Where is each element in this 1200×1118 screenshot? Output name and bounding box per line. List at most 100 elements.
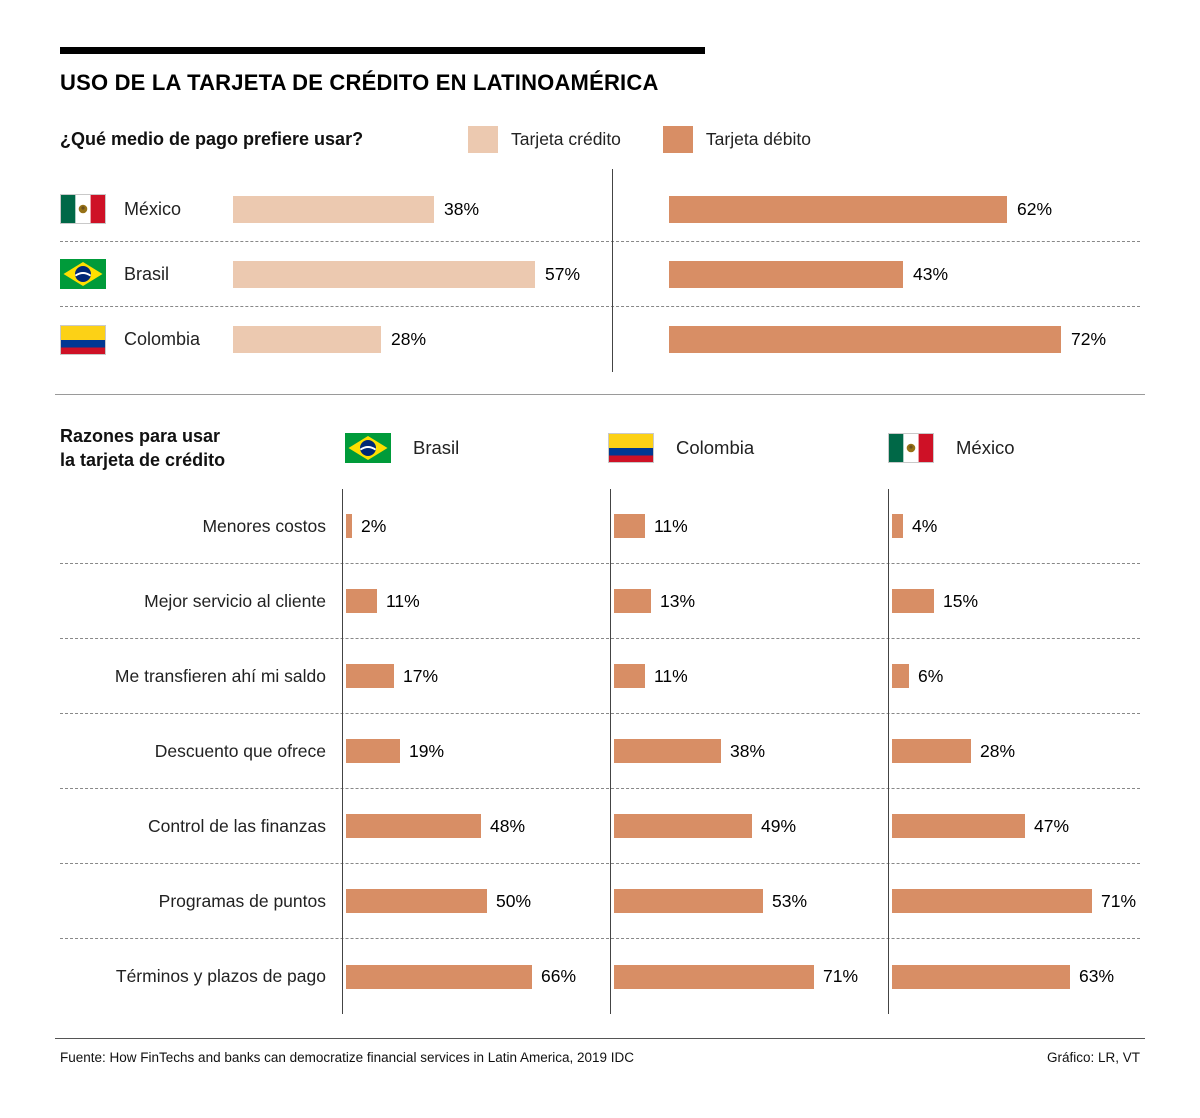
credit-value: 28% bbox=[391, 329, 427, 349]
reason-row: Menores costos 2% 11% 4% bbox=[60, 489, 1140, 564]
reason-row: Mejor servicio al cliente 11% 13% 15% bbox=[60, 564, 1140, 639]
reason-value: 49% bbox=[761, 815, 797, 836]
reason-label: Descuento que ofrece bbox=[154, 740, 326, 761]
reason-cell: 50% bbox=[342, 889, 610, 913]
reason-value: 38% bbox=[730, 740, 766, 761]
payment-preference-header: ¿Qué medio de pago prefiere usar? Tarjet… bbox=[60, 126, 1140, 153]
country-label: Colombia bbox=[124, 329, 201, 349]
column-header-label: México bbox=[956, 437, 1015, 458]
reason-cell: 53% bbox=[610, 889, 888, 913]
reason-bar bbox=[892, 664, 909, 688]
country-flag-icon bbox=[608, 433, 654, 463]
reason-cell: 71% bbox=[888, 889, 1140, 913]
reason-value: 11% bbox=[654, 665, 688, 686]
credit-bar bbox=[233, 326, 381, 353]
reason-cell: 28% bbox=[888, 739, 1140, 763]
reason-label: Menores costos bbox=[202, 515, 326, 536]
reason-cell: 49% bbox=[610, 814, 888, 838]
reason-bar bbox=[892, 814, 1025, 838]
reason-cell: 71% bbox=[610, 964, 888, 989]
country-flag-icon bbox=[345, 433, 391, 463]
reason-bar bbox=[892, 964, 1070, 989]
legend: Tarjeta crédito Tarjeta débito bbox=[468, 126, 811, 153]
reasons-column-headers: Brasil Colombia México bbox=[0, 433, 1200, 465]
reason-value: 6% bbox=[918, 665, 944, 686]
payment-preference-rows: México 38% 62% Brasil 57% 43% Colombia 2… bbox=[60, 169, 1140, 372]
reason-bar bbox=[346, 814, 481, 838]
reason-bar bbox=[614, 589, 651, 613]
footer: Fuente: How FinTechs and banks can democ… bbox=[60, 1050, 1140, 1065]
reason-bar bbox=[614, 514, 645, 538]
reason-cell: 47% bbox=[888, 814, 1140, 838]
reason-cell: 6% bbox=[888, 664, 1140, 688]
section1-divider-line bbox=[612, 169, 613, 372]
debit-bar bbox=[669, 326, 1061, 353]
reason-bar bbox=[892, 739, 971, 763]
payment-row: Colombia 28% 72% bbox=[60, 307, 1140, 372]
reason-row: Programas de puntos 50% 53% 71% bbox=[60, 864, 1140, 939]
reason-bar bbox=[346, 589, 377, 613]
debit-value: 43% bbox=[913, 263, 949, 284]
reason-cell: 13% bbox=[610, 589, 888, 613]
reason-cell: 19% bbox=[342, 739, 610, 763]
reason-bar bbox=[346, 664, 394, 688]
reason-bar bbox=[346, 964, 532, 989]
reason-value: 71% bbox=[823, 966, 859, 986]
debit-cell: 72% bbox=[669, 326, 1140, 353]
reason-value: 11% bbox=[386, 590, 420, 611]
debit-swatch-icon bbox=[662, 126, 693, 153]
reason-row: Descuento que ofrece 19% 38% 28% bbox=[60, 714, 1140, 789]
section2-title-line1: Razones para usar bbox=[60, 426, 221, 446]
column-divider-line-brasil bbox=[342, 489, 343, 1014]
country-label: México bbox=[124, 198, 182, 219]
reason-cell: 17% bbox=[342, 664, 610, 688]
credit-bar bbox=[233, 260, 535, 288]
title-rule bbox=[60, 47, 705, 54]
credit-cell: 57% bbox=[233, 260, 612, 288]
debit-bar bbox=[669, 260, 903, 288]
country-label: Brasil bbox=[124, 263, 170, 284]
debit-cell: 43% bbox=[669, 260, 1140, 288]
reason-bar bbox=[614, 664, 645, 688]
reason-value: 11% bbox=[654, 515, 688, 536]
credit-cell: 38% bbox=[233, 195, 612, 223]
reason-cell: 63% bbox=[888, 964, 1140, 989]
reason-bar bbox=[614, 889, 763, 913]
reason-value: 2% bbox=[361, 515, 387, 536]
credit-value: 57% bbox=[545, 263, 581, 284]
country-flag-icon bbox=[60, 194, 106, 224]
reason-value: 50% bbox=[496, 890, 532, 911]
reason-label: Control de las finanzas bbox=[147, 815, 326, 836]
reasons-rows: Menores costos 2% 11% 4% Mejor servicio … bbox=[60, 489, 1140, 1014]
reason-label: Programas de puntos bbox=[158, 890, 326, 911]
reason-cell: 38% bbox=[610, 739, 888, 763]
reason-bar bbox=[614, 739, 721, 763]
column-divider-line-mexico bbox=[888, 489, 889, 1014]
section-divider-rule bbox=[55, 394, 1145, 395]
country-flag-icon bbox=[60, 324, 106, 355]
column-header-label: Brasil bbox=[413, 437, 460, 458]
credit-legend-label: Tarjeta crédito bbox=[511, 129, 621, 149]
footer-rule bbox=[55, 1038, 1145, 1039]
payment-row: México 38% 62% bbox=[60, 177, 1140, 242]
page-title: USO DE LA TARJETA DE CRÉDITO EN LATINOAM… bbox=[60, 70, 659, 95]
column-header-colombia: Colombia bbox=[608, 433, 754, 463]
country-flag-icon bbox=[60, 259, 106, 289]
reason-value: 19% bbox=[409, 740, 445, 761]
reason-value: 13% bbox=[660, 590, 696, 611]
payment-row: Brasil 57% 43% bbox=[60, 242, 1140, 307]
reason-label: Me transfieren ahí mi saldo bbox=[114, 665, 326, 686]
reason-label: Mejor servicio al cliente bbox=[144, 590, 326, 611]
debit-value: 62% bbox=[1017, 198, 1053, 219]
column-header-mexico: México bbox=[888, 433, 1015, 463]
reason-value: 47% bbox=[1034, 815, 1070, 836]
debit-bar bbox=[669, 195, 1007, 223]
credit-bar bbox=[233, 195, 434, 223]
reason-cell: 66% bbox=[342, 964, 610, 989]
reason-bar bbox=[346, 889, 487, 913]
credit-cell: 28% bbox=[233, 326, 612, 353]
reason-bar bbox=[614, 814, 752, 838]
debit-legend-label: Tarjeta débito bbox=[705, 129, 811, 149]
reason-value: 28% bbox=[980, 740, 1016, 761]
